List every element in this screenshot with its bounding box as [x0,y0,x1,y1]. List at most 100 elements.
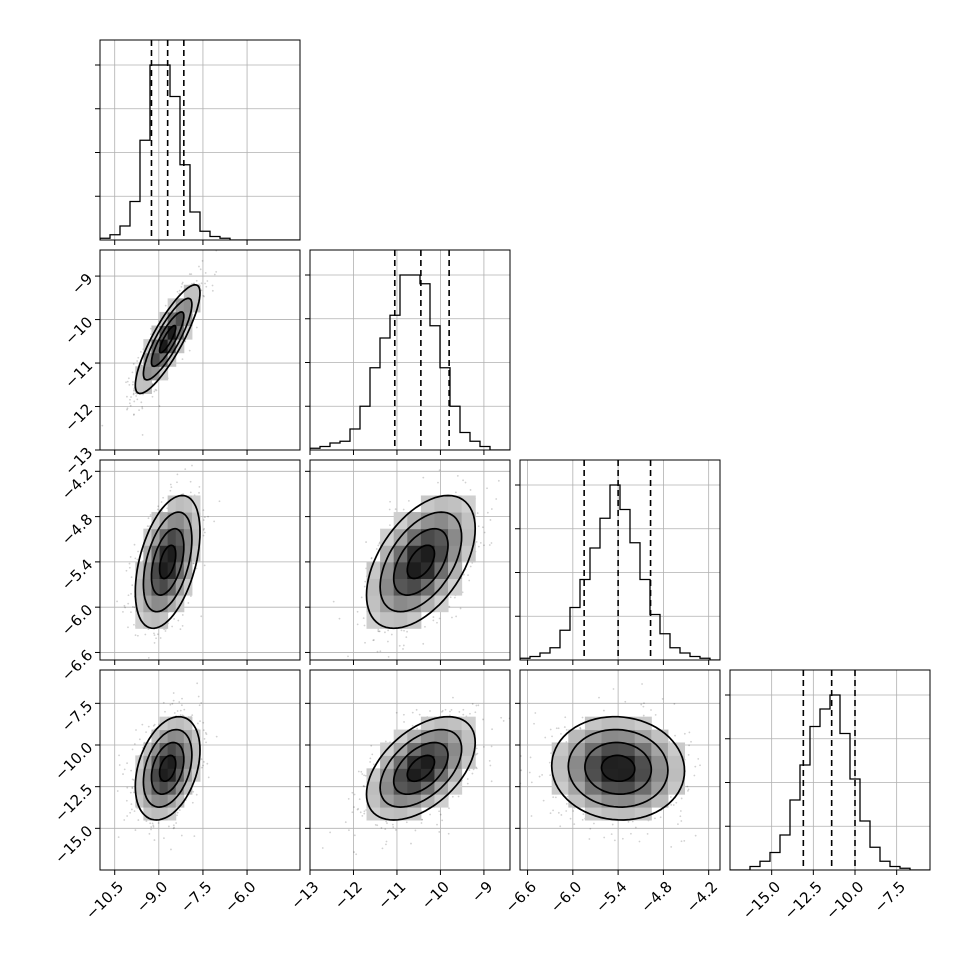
panel-area [310,670,510,870]
sample-point [131,778,134,781]
density-bin [159,768,169,782]
sample-point [142,393,144,396]
density-bin [191,512,201,530]
y-tick-label: −6.0 [58,601,96,639]
sample-point [203,564,206,567]
sample-point [555,727,558,730]
sample-point [147,656,150,659]
sample-point [694,765,697,768]
sample-point [196,682,199,685]
sample-point [358,798,361,801]
density-bin [151,755,161,769]
density-bin [461,742,476,756]
sample-point [155,637,157,640]
sample-point [549,728,552,731]
density-bin [143,528,152,546]
sample-point [385,843,387,846]
sample-point [471,772,474,775]
density-bin [448,755,463,769]
sample-point [441,819,444,822]
sample-point [353,793,356,796]
sample-point [215,270,218,273]
density-bin [380,794,395,808]
sample-point [205,741,207,744]
sample-point [680,797,683,800]
sample-point [468,769,471,771]
sample-point [414,829,417,832]
sample-point [360,770,363,773]
sample-point [453,596,456,599]
sample-point [130,769,132,772]
sample-point [144,633,147,636]
sample-point [141,747,144,749]
sample-point [675,801,678,804]
sample-point [579,727,582,730]
sample-point [347,797,350,800]
sample-point [179,714,182,716]
sample-point [365,541,367,543]
sample-point [477,704,480,707]
panel-frame [99,249,301,451]
sample-point [379,650,382,653]
panel-frame [99,669,301,871]
density-bin [380,611,395,629]
density-bin [135,794,144,808]
sample-point [190,273,193,276]
sample-point [195,279,198,282]
sample-point [179,709,182,712]
sample-point [448,807,450,810]
contour-line [142,511,193,613]
density-bin [151,366,161,381]
density-bin [175,545,185,563]
sample-point [207,515,209,518]
density-bin [448,528,463,546]
sample-point [213,273,216,276]
sample-point [125,381,127,384]
sample-point [438,831,441,833]
sample-point [138,409,140,412]
sample-point [634,826,637,829]
sample-point [180,704,183,707]
sample-point [471,703,474,705]
sample-point [486,487,488,490]
density-bin [135,781,144,795]
sample-point [538,775,541,778]
sample-point [469,489,472,491]
sample-point [375,548,378,550]
sample-point [469,565,472,568]
panel-area [310,460,510,660]
sample-point [181,714,184,717]
sample-point [132,381,134,383]
sample-point [541,774,543,776]
density-bin [143,611,152,629]
sample-point [387,629,390,632]
sample-point [147,725,150,728]
y-tick-label: −9 [68,270,96,298]
sample-point [181,625,184,627]
density-bin [143,742,152,756]
sample-point [157,822,160,824]
sample-point [126,786,129,789]
sample-point [116,790,119,792]
sample-point [151,395,154,398]
sample-point [572,810,575,812]
sample-point [211,284,214,287]
sample-point [378,630,381,633]
sample-point [529,756,532,759]
sample-point [137,550,139,553]
density-bin [167,545,177,563]
density-bin [434,495,449,513]
sample-point [136,634,139,637]
sample-point [132,392,135,395]
sample-point [133,810,136,813]
density-bin [159,729,169,743]
sample-point [132,414,135,416]
sample-point [202,294,205,297]
histogram-line [520,484,720,660]
sample-point [132,605,134,608]
sample-point [476,752,479,755]
sample-point [203,527,205,530]
sample-point [438,469,441,472]
sample-point [573,823,576,826]
sample-point [200,289,203,292]
